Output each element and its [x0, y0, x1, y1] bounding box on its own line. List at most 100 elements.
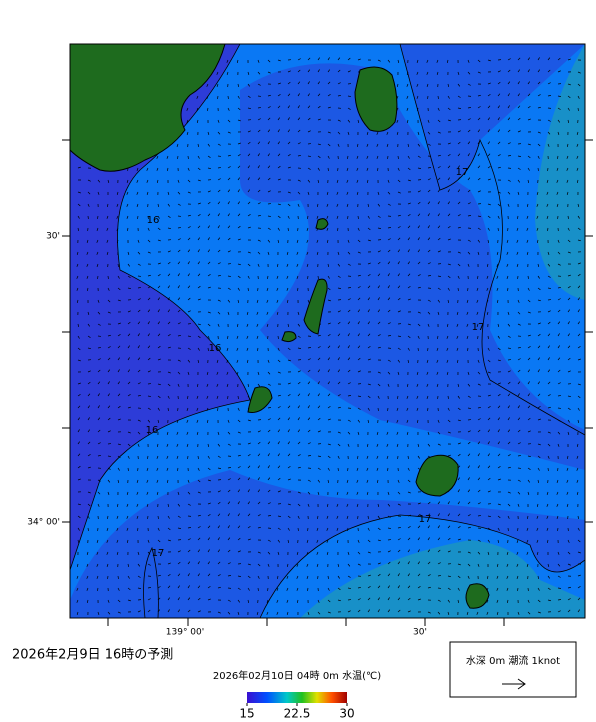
contour-label: 17 — [152, 548, 165, 559]
arrow — [187, 347, 191, 350]
arrow — [117, 443, 121, 446]
arrow — [527, 155, 531, 159]
arrow — [167, 573, 171, 577]
arrow — [197, 491, 201, 494]
arrow — [496, 611, 499, 615]
arrow — [467, 177, 471, 181]
arrow — [506, 587, 509, 591]
arrow — [146, 191, 149, 195]
arrow — [267, 515, 272, 517]
arrow — [77, 503, 81, 506]
arrow — [447, 107, 451, 111]
arrow — [297, 429, 301, 433]
arrow — [86, 551, 89, 555]
arrow — [77, 527, 80, 531]
arrow — [127, 394, 131, 397]
arrow — [197, 237, 201, 241]
arrow — [167, 250, 171, 253]
arrow — [297, 393, 301, 397]
arrow — [247, 251, 251, 254]
arrow — [237, 587, 241, 590]
arrow — [176, 431, 179, 435]
arrow — [427, 323, 430, 327]
arrow — [107, 430, 111, 433]
colorbar-tick-label: 22.5 — [284, 707, 311, 721]
arrow — [376, 455, 379, 459]
arrow — [227, 213, 230, 217]
arrow — [477, 239, 481, 243]
arrow — [387, 285, 390, 289]
arrow — [446, 335, 449, 339]
arrow — [157, 539, 161, 543]
arrow — [217, 262, 221, 265]
arrow — [137, 443, 140, 447]
arrow — [527, 69, 530, 73]
arrow — [346, 191, 349, 195]
arrow — [337, 143, 340, 147]
arrow — [567, 395, 571, 398]
arrow — [136, 167, 139, 171]
arrow — [117, 393, 121, 397]
arrow — [157, 227, 161, 231]
arrow — [307, 105, 311, 109]
arrow — [227, 537, 231, 541]
arrow — [477, 177, 481, 181]
arrow — [447, 119, 451, 122]
arrow — [537, 131, 541, 134]
arrow — [357, 419, 361, 423]
arrow — [237, 177, 241, 181]
arrow — [97, 587, 99, 592]
arrow — [227, 525, 230, 529]
arrow — [87, 491, 91, 494]
arrow — [497, 478, 501, 481]
arrow — [517, 442, 521, 445]
arrow — [497, 359, 501, 362]
water-mid — [240, 63, 585, 470]
arrow — [137, 527, 139, 532]
arrow — [387, 585, 390, 589]
arrow — [167, 527, 171, 531]
arrow — [466, 323, 469, 327]
arrow — [137, 419, 141, 422]
arrow — [206, 383, 209, 387]
arrow — [147, 419, 151, 423]
arrow — [96, 539, 99, 543]
arrow — [177, 467, 179, 472]
arrow — [377, 609, 380, 613]
arrow — [87, 347, 91, 350]
arrow — [307, 347, 312, 349]
arrow — [396, 131, 399, 135]
arrow — [476, 611, 479, 615]
arrow — [457, 599, 459, 604]
arrow — [457, 442, 461, 445]
arrow — [327, 69, 331, 73]
arrow — [397, 335, 402, 337]
arrow — [486, 611, 489, 615]
arrow — [126, 515, 129, 519]
arrow — [527, 299, 531, 303]
arrow — [556, 503, 559, 507]
island — [70, 44, 226, 172]
arrow — [467, 263, 470, 267]
island — [247, 386, 273, 413]
arrow — [377, 346, 381, 349]
arrow — [117, 299, 121, 302]
arrow — [287, 323, 290, 327]
arrow — [267, 251, 270, 255]
arrow — [277, 239, 280, 243]
arrow — [197, 347, 200, 351]
arrow — [187, 237, 191, 241]
arrow — [107, 369, 111, 373]
arrow — [397, 273, 400, 277]
arrow — [517, 93, 520, 97]
arrow — [117, 599, 121, 603]
arrow — [337, 275, 341, 278]
arrow — [207, 525, 211, 529]
arrow — [207, 513, 211, 517]
arrow — [496, 251, 499, 255]
arrow — [417, 443, 420, 447]
arrow — [126, 503, 129, 507]
arrow — [167, 321, 171, 325]
arrow — [386, 431, 389, 435]
arrow — [427, 311, 431, 315]
